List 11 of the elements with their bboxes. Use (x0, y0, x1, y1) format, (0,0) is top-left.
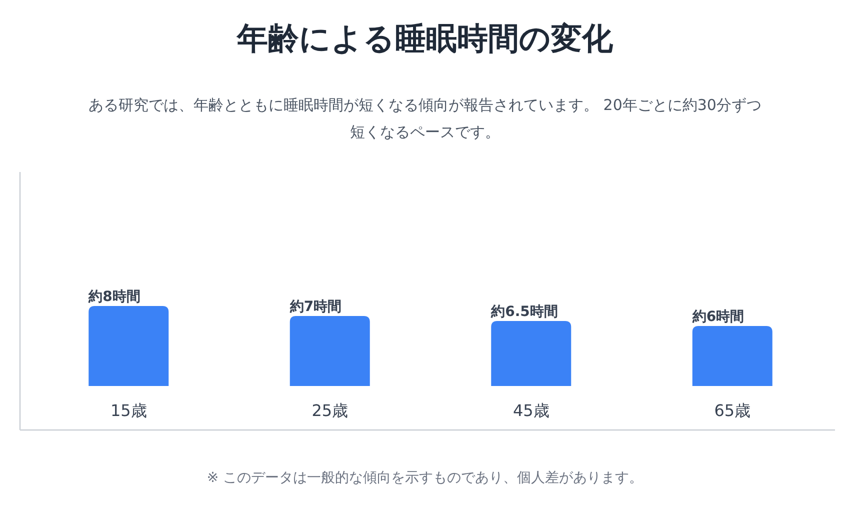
text: ※ このデータは一般的な傾向を示すものであり、個人差があります。 (206, 470, 644, 486)
data-label: 約6.5時間 (490, 304, 558, 320)
chart-subtitle: ある研究では、年齢とともに睡眠時間が短くなる傾向が報告されています。 20年ごとに約30分ずつ短くなるペースです。 (88, 95, 762, 143)
x-tick-label: 15歳 (110, 401, 147, 420)
x-tick-label: 25歳 (312, 401, 348, 420)
x-tick-label: 45歳 (512, 401, 550, 420)
data-label: 約6時間 (691, 309, 744, 325)
chart-title: 年齢による睡眠時間の変化 (235, 20, 614, 59)
data-label: 約7時間 (288, 299, 342, 315)
data-label: 約8時間 (88, 289, 140, 305)
x-tick-label: 65歳 (714, 401, 751, 420)
